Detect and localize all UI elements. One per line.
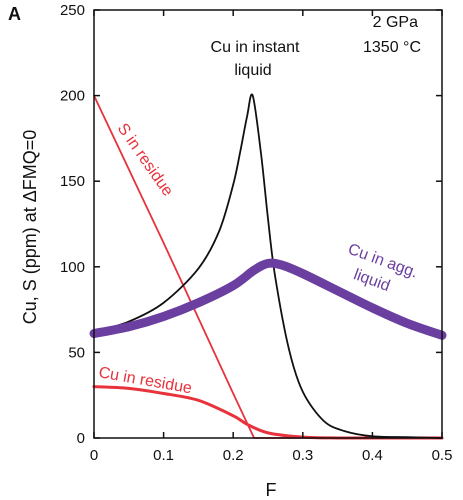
y-tick-label-4: 200 [60,88,85,105]
plot-frame [93,9,443,439]
series-line-3 [92,385,444,440]
series-line-1 [89,258,447,340]
x-tick-label-0: 0 [90,447,98,464]
x-tick-label-4: 0.4 [362,447,383,464]
condition-temperature: 1350 °C [363,39,421,56]
y-tick-label-2: 100 [60,259,85,276]
y-tick-label-0: 0 [77,430,85,447]
x-tick-label-3: 0.3 [292,447,313,464]
series-line-0 [93,93,443,439]
plot-area: 0 50 100 150 200 250 0 0.1 0.2 0.3 0.4 0.5 [60,2,452,464]
series-label-s-residue: S in residue [114,121,176,200]
panel-label: A [8,4,21,24]
x-tick-label-5: 0.5 [432,447,453,464]
x-axis-label: F [266,480,277,500]
x-tick-label-1: 0.1 [153,447,174,464]
y-tick-label-5: 250 [60,2,85,19]
condition-pressure: 2 GPa [373,14,418,31]
y-axis-label: Cu, S (ppm) at ΔFMQ=0 [20,130,40,325]
x-tick-label-2: 0.2 [223,447,244,464]
series-label-cu-instant-line1: Cu in instant [211,39,300,56]
y-tick-label-3: 150 [60,173,85,190]
series-label-cu-instant-line2: liquid [234,62,271,79]
series-label-cu-residue: Cu in residue [97,364,193,397]
y-tick-label-1: 50 [68,344,85,361]
